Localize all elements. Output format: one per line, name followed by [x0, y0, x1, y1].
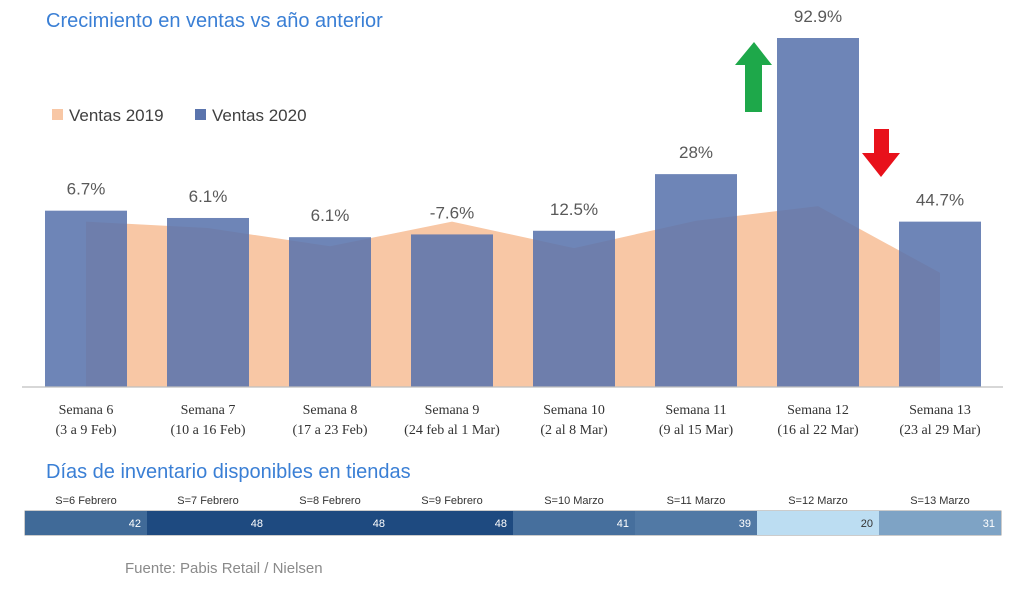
bar-2020-4 [411, 234, 493, 387]
x-tick-label-1: Semana 6 (3 a 9 Feb) [55, 403, 116, 438]
legend: Ventas 2019 Ventas 2020 [52, 106, 307, 125]
inventory-cell-1 [25, 511, 147, 535]
legend-label-2019: Ventas 2019 [69, 106, 164, 125]
inventory-cell-8 [879, 511, 1001, 535]
series-2020-bar-layer [45, 38, 981, 387]
arrow-up-icon [735, 42, 772, 112]
inventory-cell-6 [635, 511, 757, 535]
growth-label-8: 44.7% [916, 191, 964, 210]
inventory-week-4: S=9 Febrero [421, 495, 482, 507]
chart-title: Crecimiento en ventas vs año anterior [46, 10, 383, 32]
inventory-week-5: S=10 Marzo [544, 495, 604, 507]
inventory-value-8: 31 [983, 518, 995, 530]
legend-label-2020: Ventas 2020 [212, 106, 307, 125]
bar-2020-3 [289, 237, 371, 387]
inventory-cell-3 [269, 511, 391, 535]
growth-label-5: 12.5% [550, 200, 598, 219]
inventory-cell-5 [513, 511, 635, 535]
inventory-value-1: 42 [129, 518, 141, 530]
growth-label-3: 6.1% [311, 206, 350, 225]
source-note: Fuente: Pabis Retail / Nielsen [125, 560, 323, 577]
growth-label-1: 6.7% [67, 180, 106, 199]
x-tick-label-2: Semana 7 (10 a 16 Feb) [170, 403, 245, 438]
bar-2020-6 [655, 174, 737, 387]
bar-2020-7 [777, 38, 859, 387]
inventory-week-2: S=7 Febrero [177, 495, 238, 507]
x-tick-label-layer: Semana 6 (3 a 9 Feb) Semana 7 (10 a 16 Feb)… [55, 403, 980, 438]
inventory-week-6: S=11 Marzo [667, 495, 726, 507]
x-tick-label-3: Semana 8 (17 a 23 Feb) [292, 403, 367, 438]
inventory-value-4: 48 [495, 518, 507, 530]
inventory-value-2: 48 [251, 518, 263, 530]
bar-2020-2 [167, 217, 249, 387]
inventory-cell-4 [391, 511, 513, 535]
x-tick-label-4: Semana 9 (24 feb al 1 Mar) [404, 403, 500, 438]
inventory-cell-2 [147, 511, 269, 535]
bar-2020-5 [533, 230, 615, 387]
growth-label-7: 92.9% [794, 7, 842, 26]
legend-swatch-2019 [52, 109, 63, 120]
inventory-week-3: S=8 Febrero [299, 495, 360, 507]
x-tick-label-6: Semana 11 (9 al 15 Mar) [659, 403, 734, 438]
inventory-title: Días de inventario disponibles en tienda… [46, 461, 411, 483]
x-tick-label-8: Semana 13 (23 al 29 Mar) [899, 403, 981, 438]
growth-label-2: 6.1% [189, 187, 228, 206]
x-tick-label-5: Semana 10 (2 al 8 Mar) [540, 403, 608, 438]
x-tick-label-7: Semana 12 (16 al 22 Mar) [777, 403, 859, 438]
inventory-value-5: 41 [617, 518, 629, 530]
inventory-cell-7 [757, 511, 879, 535]
growth-label-4: -7.6% [430, 203, 474, 222]
bar-2020-1 [45, 210, 127, 387]
inventory-table: S=6 Febrero S=7 Febrero S=8 Febrero S=9 Feb… [24, 495, 1002, 536]
bar-2020-8 [899, 221, 981, 387]
inventory-week-8: S=13 Marzo [910, 495, 970, 507]
inventory-week-7: S=12 Marzo [788, 495, 848, 507]
inventory-week-1: S=6 Febrero [55, 495, 116, 507]
arrow-down-icon [862, 129, 900, 177]
inventory-value-3: 48 [373, 518, 385, 530]
legend-swatch-2020 [195, 109, 206, 120]
inventory-value-6: 39 [739, 518, 751, 530]
growth-label-6: 28% [679, 143, 713, 162]
growth-label-layer: 6.7% 6.1% 6.1% -7.6% 12.5% 28% 92.9% 44.7% [67, 7, 964, 225]
inventory-value-7: 20 [861, 518, 873, 530]
